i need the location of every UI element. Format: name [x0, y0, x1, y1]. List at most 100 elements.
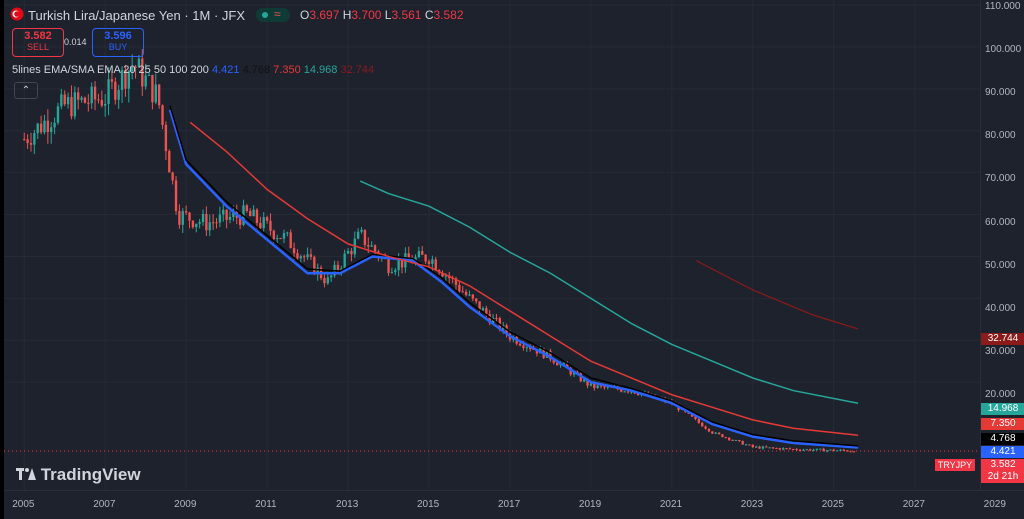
time-tick: 2029 [983, 499, 1006, 510]
candle-body [441, 272, 444, 277]
ema100-price-label: 14.968 [981, 403, 1024, 415]
time-axis[interactable]: 2005 2007 2009 2011 2013 2015 2017 2019 2021 2023… [4, 490, 1024, 519]
candle-body [225, 209, 228, 220]
candle-body [127, 71, 130, 89]
candle-body [326, 277, 329, 284]
candle-body [431, 259, 434, 264]
ema200-line [695, 260, 859, 330]
candle-body [201, 214, 205, 223]
candle-body [397, 259, 400, 271]
collapse-legend-button[interactable]: ⌃ [14, 82, 38, 99]
candle-body [198, 222, 201, 224]
candle-body [714, 432, 717, 434]
time-tick: 2011 [255, 499, 277, 510]
candle-body [707, 428, 711, 432]
candle-body [852, 451, 856, 453]
candle-body [208, 222, 211, 231]
candle-body [771, 447, 775, 449]
price-axis[interactable]: 110.000 100.000 90.000 80.000 70.000 60.… [980, 0, 1024, 490]
candle-body [87, 102, 90, 104]
candle-body [822, 448, 825, 452]
candle-body [444, 275, 448, 277]
chart-canvas[interactable] [4, 0, 980, 490]
candle-body [717, 432, 721, 435]
ema200-price-label: 32.744 [981, 333, 1024, 345]
price-tick: 60.000 [985, 217, 1016, 228]
candle-body [701, 422, 704, 427]
candle-body [316, 267, 319, 275]
candle-body [748, 444, 751, 446]
candle-body [468, 294, 471, 296]
candle-body [599, 385, 603, 387]
candle-body [313, 256, 316, 275]
tradingview-logo[interactable]: TradingView [16, 465, 141, 485]
price-tick: 90.000 [985, 87, 1016, 98]
candle-body [461, 291, 464, 293]
candle-body [724, 437, 728, 439]
candle-body [265, 217, 269, 221]
candle-body [792, 449, 795, 451]
chart-pane[interactable]: Turkish Lira/Japanese Yen · 1M · JFX ≈ O… [4, 0, 980, 490]
candle-body [454, 278, 458, 285]
candle-body [161, 105, 164, 125]
candle-body [50, 127, 53, 133]
sell-button[interactable]: 3.582 SELL [12, 28, 64, 57]
candle-body [259, 223, 262, 229]
candle-body [562, 363, 566, 365]
symbol-title[interactable]: Turkish Lira/Japanese Yen · 1M · JFX [28, 8, 246, 23]
indicator-legend[interactable]: 5lines EMA/SMA EMA 20 25 50 100 200 4.42… [12, 64, 375, 76]
candle-body [56, 106, 60, 123]
candle-body [228, 216, 232, 220]
candle-body [529, 347, 532, 350]
market-open-dot-icon [262, 12, 268, 18]
candle-body [427, 261, 431, 264]
candle-body [721, 434, 724, 438]
ema20-line [168, 109, 859, 449]
candle-body [178, 211, 181, 225]
candle-body [272, 230, 276, 240]
candle-body [464, 291, 468, 295]
price-tick: 70.000 [985, 173, 1016, 184]
candle-body [593, 383, 596, 388]
candle-body [728, 437, 731, 440]
candle-body [582, 379, 586, 382]
candle-body [387, 258, 390, 273]
time-tick: 2009 [174, 499, 197, 510]
candle-body [400, 259, 404, 268]
candle-body [171, 172, 174, 181]
symbol-flag-icon [10, 7, 24, 21]
candle-body [296, 253, 299, 259]
candle-body [775, 447, 778, 449]
symbol-tag-label: TRYJPY [935, 459, 975, 471]
candle-body [626, 391, 630, 393]
tilde-icon: ≈ [274, 7, 281, 21]
candle-body [781, 448, 785, 450]
candle-body [812, 449, 815, 451]
candle-body [525, 347, 528, 349]
candle-body [606, 386, 609, 388]
candle-body [93, 86, 97, 100]
candle-body [795, 449, 798, 451]
ema25-line [169, 105, 859, 447]
candle-body [367, 245, 370, 247]
candle-body [222, 209, 225, 215]
time-tick: 2017 [497, 499, 521, 510]
candle-body [23, 139, 26, 141]
candle-body [758, 446, 761, 449]
buy-button[interactable]: 3.596 BUY [92, 28, 144, 57]
candle-body [238, 217, 242, 225]
candle-body [269, 220, 272, 231]
candle-body [104, 103, 107, 106]
candle-body [390, 272, 394, 274]
candle-body [586, 379, 589, 386]
market-status-toggle[interactable]: ≈ [256, 7, 290, 22]
candle-body [77, 92, 80, 100]
candle-body [299, 256, 303, 259]
candle-body [26, 139, 29, 144]
candle-body [100, 100, 103, 106]
time-tick: 2021 [659, 499, 683, 510]
candle-body [481, 308, 485, 311]
candle-body [215, 222, 218, 224]
price-tick: 100.000 [985, 44, 1022, 55]
candle-body [39, 123, 43, 133]
